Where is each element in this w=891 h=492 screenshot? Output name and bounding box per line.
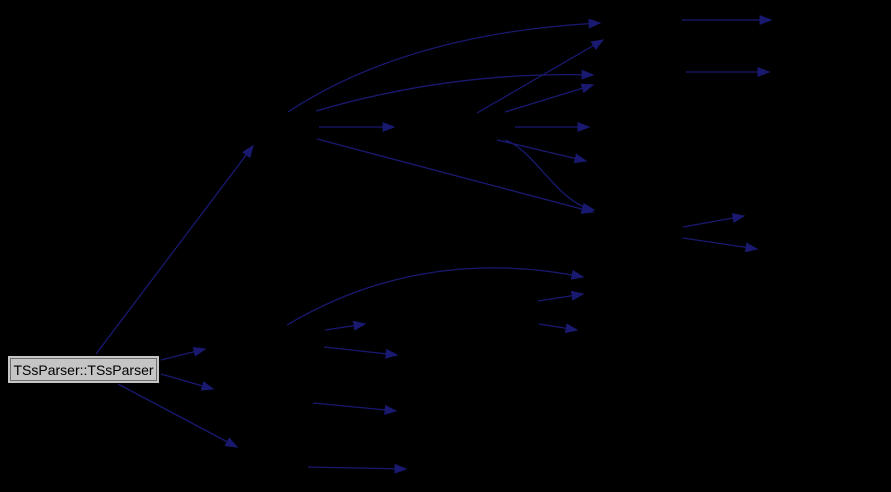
graph-edge-17 xyxy=(682,237,759,253)
graph-edge-22 xyxy=(538,323,579,334)
graph-edge-10 xyxy=(504,83,595,113)
graph-edge-18 xyxy=(286,267,585,326)
graph-node-label: TSsParser::TSsParser xyxy=(10,358,157,381)
graph-edge-3 xyxy=(160,373,215,391)
graph-edge-9 xyxy=(476,39,605,114)
graph-edge-8 xyxy=(316,138,595,214)
graph-edge-5 xyxy=(287,18,602,113)
graph-edge-12 xyxy=(496,139,588,164)
graph-edge-4 xyxy=(117,383,239,448)
graph-edge-13 xyxy=(504,139,596,213)
graph-edge-2 xyxy=(160,346,207,361)
graph-edge-6 xyxy=(315,69,595,112)
graph-edge-1 xyxy=(95,144,254,355)
graph-edge-20 xyxy=(323,346,399,359)
graph-edge-23 xyxy=(312,402,398,415)
graph-edge-16 xyxy=(682,213,746,228)
graph-node-root: TSsParser::TSsParser xyxy=(7,355,160,384)
graph-edge-24 xyxy=(307,463,408,474)
graph-edge-21 xyxy=(537,290,585,302)
graph-edge-19 xyxy=(324,320,367,331)
